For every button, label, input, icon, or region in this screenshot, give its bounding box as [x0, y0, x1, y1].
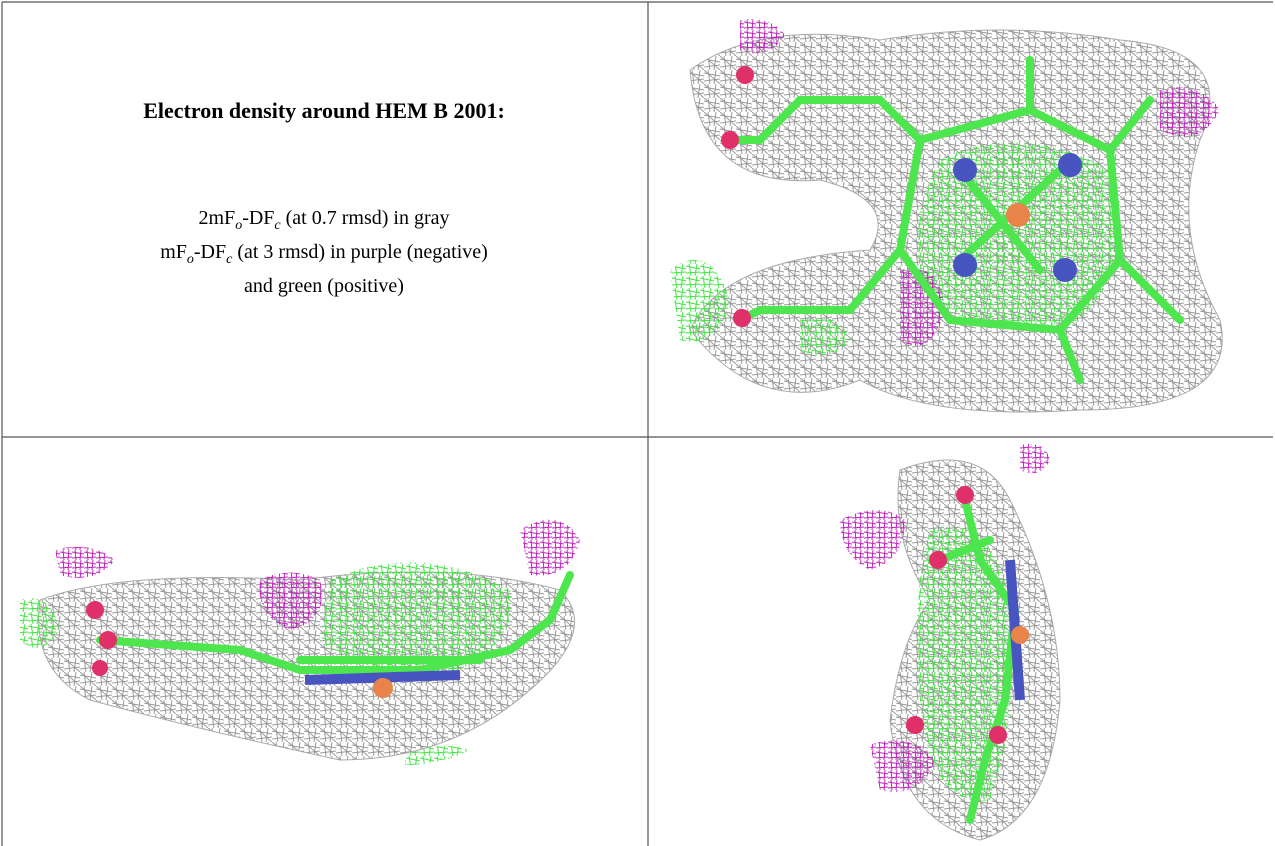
density-side-view — [20, 520, 580, 765]
density-end-view — [840, 444, 1060, 840]
heading: Electron density around HEM B 2001: — [0, 98, 648, 124]
text-run: mF — [160, 241, 187, 263]
text-run: and green (positive) — [244, 275, 404, 297]
legend-line: and green (positive) — [0, 273, 648, 300]
subscript: o — [187, 252, 194, 267]
text-run: 2mF — [199, 207, 236, 229]
text-run: -DF — [194, 241, 226, 263]
text-run: -DF — [242, 207, 274, 229]
page: Electron density around HEM B 2001: 2mFo… — [0, 0, 1275, 846]
figure — [0, 0, 1275, 846]
text-run: (at 0.7 rmsd) in gray — [281, 207, 450, 229]
text-run: (at 3 rmsd) in purple (negative) — [232, 241, 487, 263]
legend-line: mFo-DFc (at 3 rmsd) in purple (negative) — [0, 239, 648, 273]
legend-line: 2mFo-DFc (at 0.7 rmsd) in gray — [0, 205, 648, 239]
density-top-view — [670, 19, 1222, 412]
